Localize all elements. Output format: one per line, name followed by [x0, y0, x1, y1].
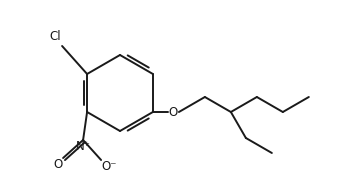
Text: O⁻: O⁻ — [101, 161, 117, 173]
Text: O: O — [168, 105, 177, 119]
Text: O: O — [54, 159, 63, 172]
Text: N⁺: N⁺ — [76, 141, 91, 153]
Text: Cl: Cl — [49, 30, 61, 43]
